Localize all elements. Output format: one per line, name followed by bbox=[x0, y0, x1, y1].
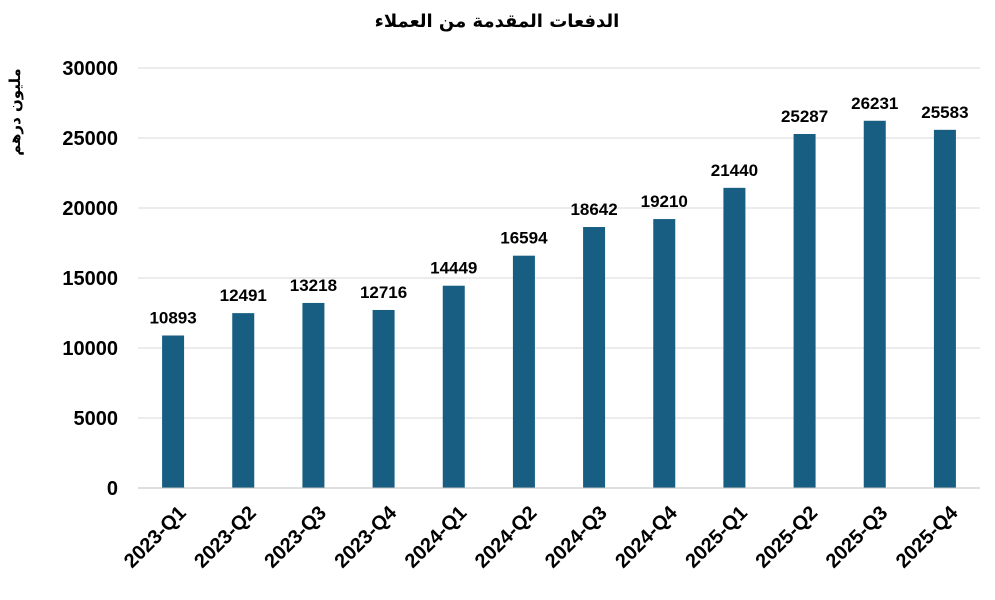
x-tick-label: 2023-Q4 bbox=[331, 501, 402, 572]
y-tick-label: 25000 bbox=[62, 128, 118, 150]
bars bbox=[162, 120, 956, 489]
data-label: 16594 bbox=[500, 229, 548, 248]
y-tick-label: 15000 bbox=[62, 268, 118, 290]
bar bbox=[162, 335, 185, 488]
gridlines bbox=[138, 67, 980, 419]
y-tick-label: 0 bbox=[107, 478, 118, 500]
x-tick-label: 2024-Q2 bbox=[471, 502, 542, 573]
data-label: 13218 bbox=[290, 276, 337, 295]
bar bbox=[793, 133, 816, 488]
chart-title: الدفعات المقدمة من العملاء bbox=[375, 11, 620, 32]
bar bbox=[723, 187, 746, 488]
bar bbox=[653, 219, 676, 488]
data-label: 21440 bbox=[711, 161, 758, 180]
y-axis-ticks: 0 5000 10000 15000 20000 25000 30000 bbox=[62, 58, 118, 500]
x-tick-label: 2024-Q4 bbox=[611, 501, 682, 572]
data-label: 12491 bbox=[220, 286, 267, 305]
x-tick-label: 2025-Q4 bbox=[892, 501, 963, 572]
data-label: 18642 bbox=[570, 200, 617, 219]
y-tick-label: 10000 bbox=[62, 338, 118, 360]
y-tick-label: 30000 bbox=[62, 58, 118, 80]
x-tick-label: 2023-Q3 bbox=[260, 502, 331, 573]
x-tick-label: 2023-Q2 bbox=[190, 502, 261, 573]
x-axis-ticks: 2023-Q1 2023-Q2 2023-Q3 2023-Q4 2024-Q1 2024-… bbox=[120, 501, 963, 572]
data-label: 10893 bbox=[149, 308, 196, 327]
y-axis-label: مليون درهم bbox=[6, 68, 24, 155]
data-label: 12716 bbox=[360, 283, 407, 302]
x-tick-label: 2025-Q2 bbox=[752, 502, 823, 573]
data-label: 14449 bbox=[430, 259, 477, 278]
data-label: 25287 bbox=[781, 107, 828, 126]
data-label: 26231 bbox=[851, 94, 898, 113]
bar bbox=[512, 255, 535, 488]
y-tick-label: 20000 bbox=[62, 198, 118, 220]
bar bbox=[583, 227, 606, 488]
data-labels: 10893 12491 13218 12716 14449 16594 18642 19210… bbox=[149, 94, 968, 328]
bar bbox=[863, 120, 886, 489]
x-tick-label: 2025-Q1 bbox=[681, 502, 752, 573]
bar bbox=[302, 302, 325, 488]
y-tick-label: 5000 bbox=[74, 408, 119, 430]
bar bbox=[442, 285, 465, 488]
x-tick-label: 2025-Q3 bbox=[822, 502, 893, 573]
x-tick-label: 2023-Q1 bbox=[120, 502, 191, 573]
bar bbox=[232, 313, 255, 488]
bar bbox=[372, 309, 395, 488]
x-tick-label: 2024-Q1 bbox=[401, 502, 472, 573]
data-label: 19210 bbox=[641, 192, 688, 211]
x-tick-label: 2024-Q3 bbox=[541, 502, 612, 573]
bar bbox=[933, 129, 956, 488]
data-label: 25583 bbox=[921, 103, 968, 122]
